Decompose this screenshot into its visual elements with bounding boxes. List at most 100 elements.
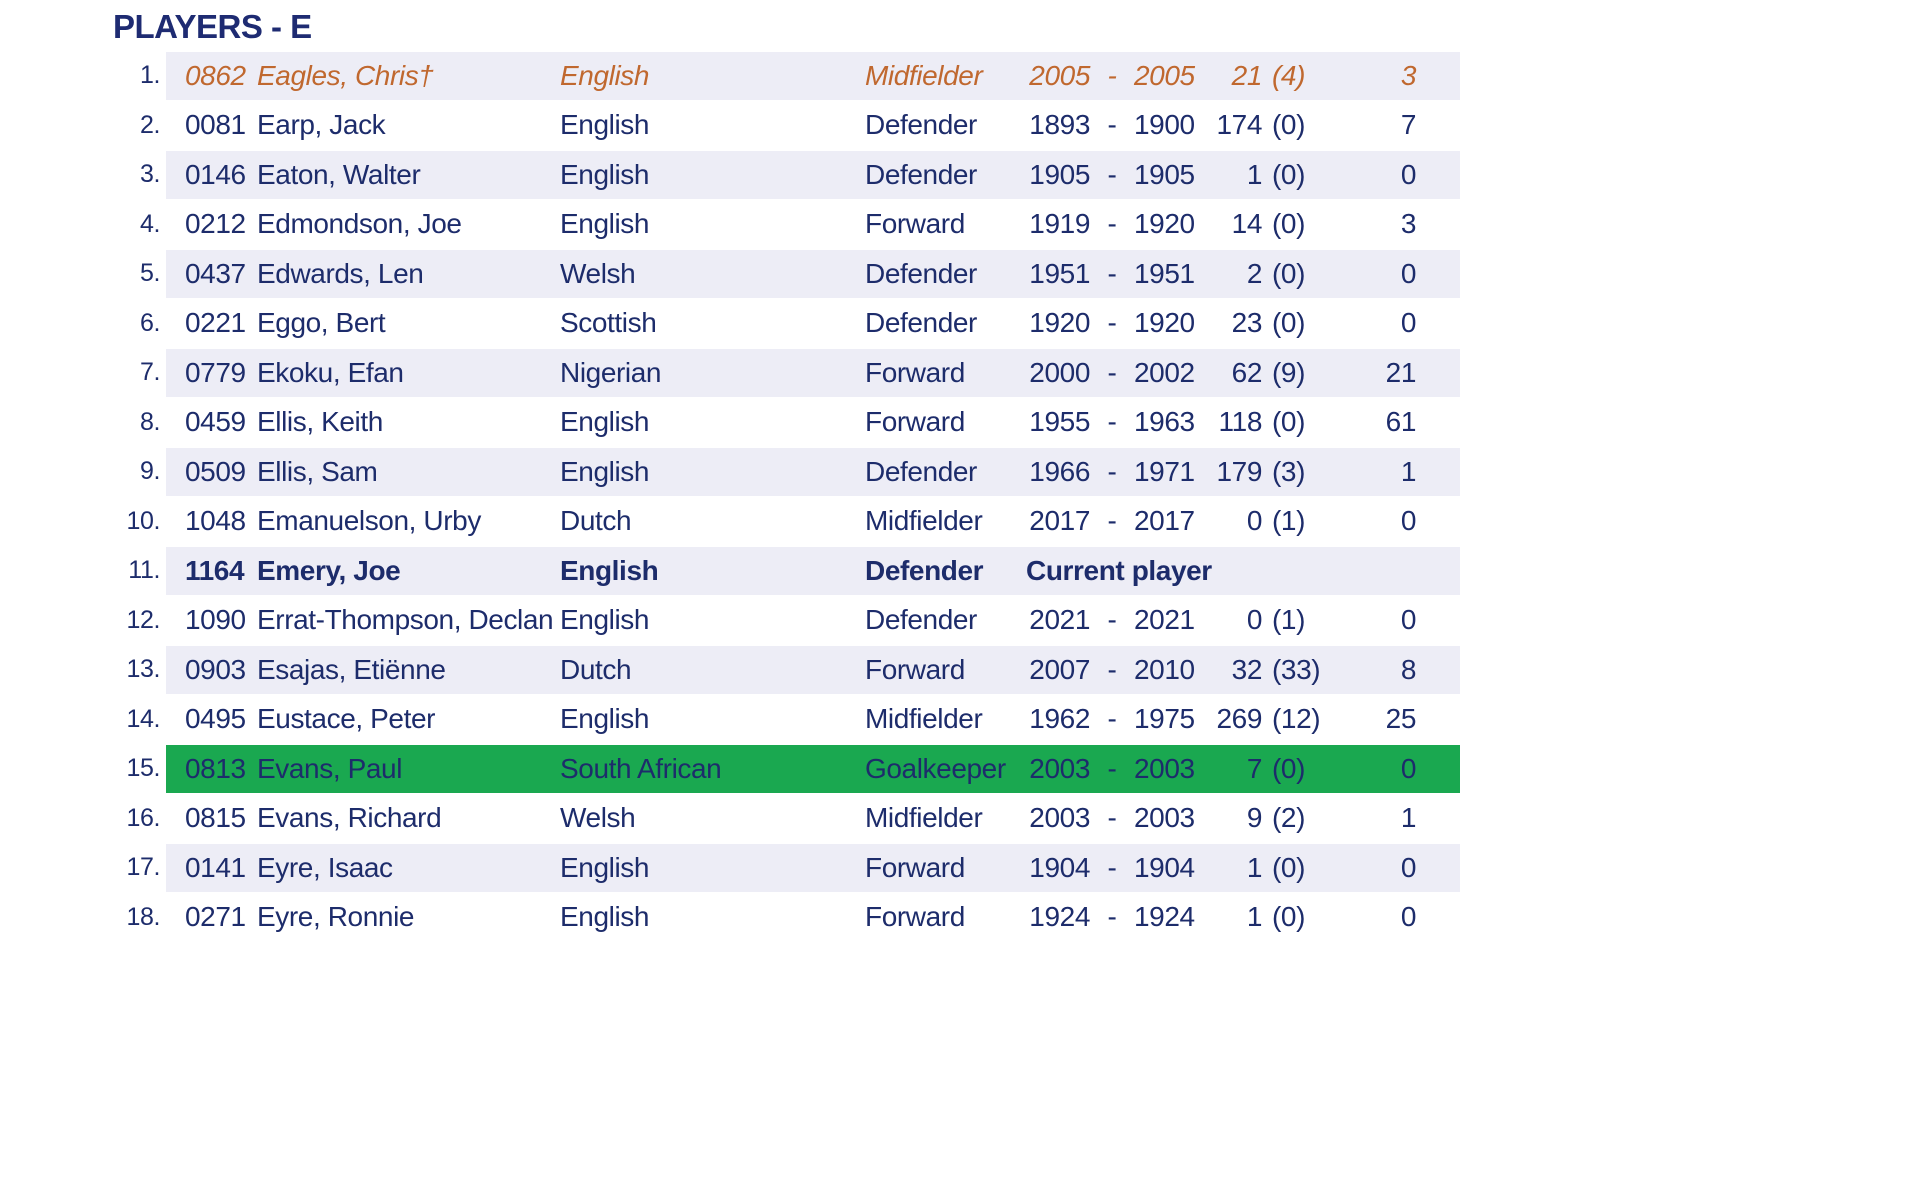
current-player-status: Current player xyxy=(1026,554,1212,586)
player-years: 1951 - 1951 xyxy=(1026,258,1195,290)
player-apps-sub: (2) xyxy=(1272,802,1306,834)
row-number: 17. xyxy=(126,853,160,882)
player-id: 0495 xyxy=(185,703,246,735)
row-band: 0815 Evans, Richard Welsh Midfielder 200… xyxy=(166,794,1460,842)
row-number: 3. xyxy=(139,160,160,189)
player-year-to: 1904 xyxy=(1134,851,1195,883)
player-nationality: English xyxy=(560,554,659,586)
player-year-to: 2010 xyxy=(1134,653,1195,685)
player-nationality: English xyxy=(560,59,650,91)
player-id: 0459 xyxy=(185,406,246,438)
row-number: 2. xyxy=(139,110,160,139)
player-goals: 0 xyxy=(1400,604,1417,636)
row-band: 0081 Earp, Jack English Defender 1893 - … xyxy=(166,101,1460,149)
player-row[interactable]: 5. 0437 Edwards, Len Welsh Defender 1951… xyxy=(0,249,1920,299)
year-separator: - xyxy=(1107,109,1117,141)
row-number: 1. xyxy=(139,61,160,90)
player-nationality: English xyxy=(560,158,650,190)
player-row[interactable]: 3. 0146 Eaton, Walter English Defender 1… xyxy=(0,150,1920,200)
player-name: Evans, Paul xyxy=(257,752,403,784)
player-apps-main: 179 xyxy=(1216,455,1262,487)
player-row[interactable]: 18. 0271 Eyre, Ronnie English Forward 19… xyxy=(0,893,1920,943)
year-separator: - xyxy=(1107,505,1117,537)
row-number: 7. xyxy=(139,358,160,387)
player-id: 0815 xyxy=(185,802,246,834)
row-band: 0862 Eagles, Chris† English Midfielder 2… xyxy=(166,51,1460,100)
player-years: 2003 - 2003 xyxy=(1026,802,1195,834)
player-position: Forward xyxy=(865,356,965,388)
year-separator: - xyxy=(1107,406,1117,438)
player-id: 0081 xyxy=(185,109,246,141)
player-appearances: 0 (1) xyxy=(1190,505,1330,537)
row-band: 0271 Eyre, Ronnie English Forward 1924 -… xyxy=(166,893,1460,941)
player-row[interactable]: 9. 0509 Ellis, Sam English Defender 1966… xyxy=(0,447,1920,497)
player-row[interactable]: 7. 0779 Ekoku, Efan Nigerian Forward 200… xyxy=(0,348,1920,398)
player-row[interactable]: 8. 0459 Ellis, Keith English Forward 195… xyxy=(0,398,1920,448)
player-row[interactable]: 1. 0862 Eagles, Chris† English Midfielde… xyxy=(0,51,1920,101)
player-name: Esajas, Etiënne xyxy=(257,653,446,685)
player-year-to: 1963 xyxy=(1134,406,1195,438)
row-number: 4. xyxy=(139,209,160,238)
player-id: 0212 xyxy=(185,208,246,240)
player-row[interactable]: 6. 0221 Eggo, Bert Scottish Defender 192… xyxy=(0,299,1920,349)
player-row[interactable]: 4. 0212 Edmondson, Joe English Forward 1… xyxy=(0,200,1920,250)
row-number: 12. xyxy=(126,605,160,634)
player-position: Midfielder xyxy=(865,505,983,537)
player-year-to: 2017 xyxy=(1134,505,1195,537)
row-band: 0509 Ellis, Sam English Defender 1966 - … xyxy=(166,447,1460,496)
player-name: Emanuelson, Urby xyxy=(257,505,481,537)
year-separator: - xyxy=(1107,208,1117,240)
player-id: 0221 xyxy=(185,307,246,339)
row-band: 0459 Ellis, Keith English Forward 1955 -… xyxy=(166,398,1460,446)
player-name: Ellis, Keith xyxy=(257,406,383,438)
player-id: 0141 xyxy=(185,851,246,883)
player-nationality: English xyxy=(560,208,650,240)
player-name: Eggo, Bert xyxy=(257,307,386,339)
player-goals: 1 xyxy=(1400,455,1417,487)
row-number: 10. xyxy=(126,506,160,535)
player-name: Eyre, Isaac xyxy=(257,851,393,883)
player-apps-main: 32 xyxy=(1231,653,1263,685)
row-number: 18. xyxy=(126,902,160,931)
player-name: Edwards, Len xyxy=(257,257,424,289)
player-name: Emery, Joe xyxy=(257,554,401,586)
player-row[interactable]: 13. 0903 Esajas, Etiënne Dutch Forward 2… xyxy=(0,645,1920,695)
player-appearances: 9 (2) xyxy=(1190,802,1330,834)
player-apps-main: 1 xyxy=(1246,158,1263,190)
player-name: Errat-Thompson, Declan xyxy=(257,604,554,636)
player-position: Midfielder xyxy=(865,703,983,735)
player-year-from: 1920 xyxy=(1029,307,1090,339)
player-position: Goalkeeper xyxy=(865,752,1006,784)
player-year-to: 1920 xyxy=(1134,307,1195,339)
player-row[interactable]: 2. 0081 Earp, Jack English Defender 1893… xyxy=(0,101,1920,151)
player-row[interactable]: 11. 1164 Emery, Joe English Defender Cur… xyxy=(0,546,1920,596)
row-band: 0779 Ekoku, Efan Nigerian Forward 2000 -… xyxy=(166,348,1460,397)
player-year-from: 1905 xyxy=(1029,158,1090,190)
player-year-from: 2017 xyxy=(1029,505,1090,537)
player-apps-main: 269 xyxy=(1216,703,1262,735)
player-goals: 0 xyxy=(1400,307,1417,339)
player-appearances: 269 (12) xyxy=(1190,703,1330,735)
player-goals: 21 xyxy=(1385,356,1417,388)
player-apps-main: 2 xyxy=(1246,257,1263,289)
year-separator: - xyxy=(1107,356,1117,388)
player-goals: 1 xyxy=(1400,802,1417,834)
player-row[interactable]: 12. 1090 Errat-Thompson, Declan English … xyxy=(0,596,1920,646)
player-appearances: 174 (0) xyxy=(1190,109,1330,141)
player-apps-sub: (12) xyxy=(1272,703,1321,735)
player-row[interactable]: 10. 1048 Emanuelson, Urby Dutch Midfield… xyxy=(0,497,1920,547)
player-year-to: 1900 xyxy=(1134,109,1195,141)
player-appearances: 0 (1) xyxy=(1190,604,1330,636)
player-row[interactable]: 14. 0495 Eustace, Peter English Midfield… xyxy=(0,695,1920,745)
player-years: 2005 - 2005 xyxy=(1026,59,1195,92)
player-name: Edmondson, Joe xyxy=(257,208,462,240)
player-row[interactable]: 16. 0815 Evans, Richard Welsh Midfielder… xyxy=(0,794,1920,844)
player-position: Defender xyxy=(865,109,977,141)
player-nationality: English xyxy=(560,851,650,883)
year-separator: - xyxy=(1107,59,1117,91)
player-row[interactable]: 15. 0813 Evans, Paul South African Goalk… xyxy=(0,744,1920,794)
player-row[interactable]: 17. 0141 Eyre, Isaac English Forward 190… xyxy=(0,843,1920,893)
row-band: 1048 Emanuelson, Urby Dutch Midfielder 2… xyxy=(166,497,1460,545)
player-year-to: 2005 xyxy=(1134,59,1195,91)
player-position: Forward xyxy=(865,653,965,685)
